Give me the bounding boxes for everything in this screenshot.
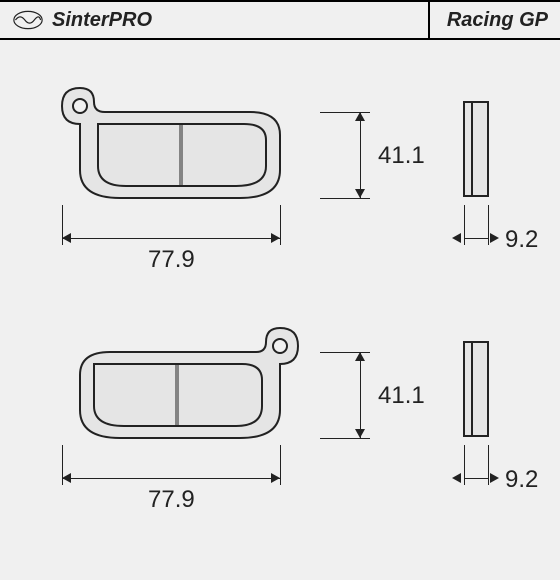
dim-ext (280, 205, 281, 245)
brand-logo-icon (12, 9, 44, 31)
dim-ext (280, 445, 281, 485)
dim-arrow (62, 473, 71, 483)
dim-width-2: 77.9 (148, 486, 195, 514)
dim-line (62, 238, 280, 239)
pad-diagram-1: 41.1 77.9 9.2 (20, 70, 540, 300)
product-name: Racing GP (447, 9, 548, 32)
dim-arrow (490, 233, 499, 243)
dim-height-2: 41.1 (378, 382, 425, 410)
pad-face-2 (50, 320, 310, 460)
dim-line (464, 478, 488, 479)
dim-line (464, 238, 488, 239)
dim-arrow (355, 429, 365, 438)
pad-profile-2 (460, 338, 500, 448)
dim-arrow (452, 473, 461, 483)
dim-arrow (355, 112, 365, 121)
dim-arrow (271, 473, 280, 483)
dim-thick-1: 9.2 (505, 226, 538, 254)
dim-width-1: 77.9 (148, 246, 195, 274)
header-divider (428, 2, 430, 38)
dim-ext (320, 198, 370, 199)
dim-arrow (271, 233, 280, 243)
dim-height-1: 41.1 (378, 142, 425, 170)
dim-ext (464, 445, 465, 485)
pad-diagram-2: 41.1 77.9 9.2 (20, 310, 540, 540)
dim-line (360, 352, 361, 438)
dim-ext (488, 205, 489, 245)
dim-arrow (355, 189, 365, 198)
dim-ext (464, 205, 465, 245)
dim-arrow (452, 233, 461, 243)
dim-arrow (62, 233, 71, 243)
dim-arrow (490, 473, 499, 483)
dim-arrow (355, 352, 365, 361)
header: SinterPRO Racing GP (0, 0, 560, 40)
dim-line (360, 112, 361, 198)
dim-thick-2: 9.2 (505, 466, 538, 494)
brand-name: SinterPRO (52, 9, 152, 32)
diagram-area: 41.1 77.9 9.2 41.1 (0, 40, 560, 580)
dim-ext (488, 445, 489, 485)
pad-face-1 (50, 80, 310, 220)
dim-ext (320, 438, 370, 439)
pad-profile-1 (460, 98, 500, 208)
dim-line (62, 478, 280, 479)
